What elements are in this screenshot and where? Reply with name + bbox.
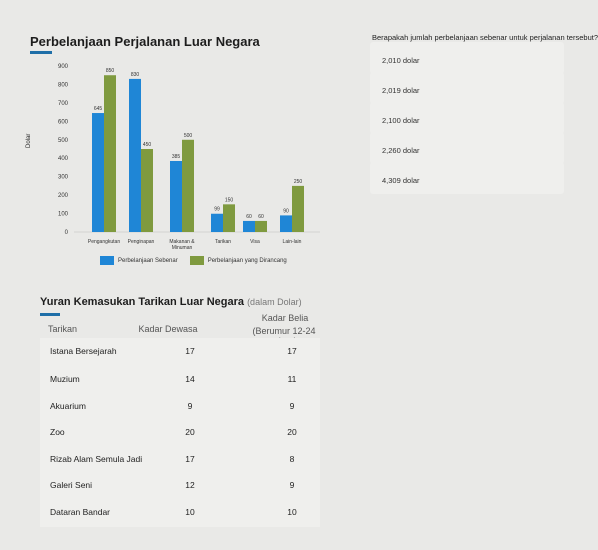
y-tick-label: 600 [58,119,69,125]
cell-attraction: Galeri Seni [50,480,93,490]
answer-option-1[interactable]: 2,010 dolar [370,42,564,74]
bar-planned [292,185,304,232]
cell-youth-rate: 10 [287,507,297,517]
cell-adult-rate: 17 [185,346,195,356]
x-tick-label: Pengangkutan [88,239,120,245]
bar-actual [129,78,141,233]
data-label: 500 [184,133,193,139]
data-label: 90 [283,208,289,214]
data-label: 250 [294,179,303,185]
table-row: Galeri Seni 12 9 [40,472,320,500]
cell-attraction: Akuarium [50,401,86,411]
legend-swatch-planned [189,256,204,265]
cell-youth-rate: 11 [287,374,297,384]
x-tick-label: Penginapan [128,239,155,245]
x-tick-label: Lain-lain [283,239,302,245]
bar-planned [223,204,235,232]
question-text: Berapakah jumlah perbelanjaan sebenar un… [372,33,598,42]
cell-youth-rate: 8 [289,454,295,464]
table-row: Istana Bersejarah 17 17 [40,338,320,366]
title-accent [30,51,52,54]
cell-youth-rate: 17 [287,346,297,356]
answer-option-3[interactable]: 2,100 dolar [370,102,564,134]
cell-adult-rate: 10 [185,507,195,517]
bar-actual [243,220,255,232]
table-title-text: Yuran Kemasukan Tarikan Luar Negara [40,296,244,308]
data-label: 830 [131,72,140,78]
answer-option-4[interactable]: 2,260 dolar [370,132,564,164]
header-youth-rate: Kadar Belia [261,313,309,323]
table-row: Muzium 14 11 [40,366,320,394]
table-row: Dataran Bandar 10 10 [40,499,320,527]
cell-attraction: Rizab Alam Semula Jadi [50,454,143,464]
bar-chart: 0 100 200 300 400 500 600 700 800 900 645 850 Pengan… [58,64,320,251]
cell-attraction: Dataran Bandar [50,507,111,517]
table-title-accent [40,313,60,316]
y-tick-label: 900 [58,64,69,70]
bar-planned [104,75,116,232]
legend-swatch-actual [100,256,114,265]
cell-youth-rate: 9 [289,401,295,411]
cell-adult-rate: 12 [185,480,195,490]
cell-youth-rate: 9 [289,480,295,490]
cell-attraction: Zoo [50,427,65,437]
x-tick-label: Minuman [172,245,193,251]
x-tick-label: Visa [250,239,260,245]
y-tick-label: 500 [58,138,69,144]
x-tick-label: Tarikan [215,239,231,245]
table-row: Rizab Alam Semula Jadi 17 8 [40,446,320,474]
table-row: Zoo 20 20 [40,419,320,447]
y-tick-label: 100 [58,212,69,218]
bar-actual [92,113,104,232]
table-title: Yuran Kemasukan Tarikan Luar Negara (dal… [40,296,302,308]
y-tick-label: 700 [58,101,69,107]
y-tick-label: 300 [58,175,69,181]
chart-title: Perbelanjaan Perjalanan Luar Negara [30,34,260,49]
legend-label-actual: Perbelanjaan Sebenar [118,257,178,264]
x-tick-label: Makanan & [169,239,195,245]
cell-adult-rate: 20 [185,427,195,437]
cell-adult-rate: 17 [185,454,195,464]
bar-planned [182,139,194,232]
header-attraction: Tarikan [48,324,78,334]
y-tick-label: 0 [65,230,69,236]
bar-planned [255,220,267,232]
chart-legend: Perbelanjaan Sebenar Perbelanjaan yang D… [100,256,287,265]
data-label: 450 [143,142,152,148]
bar-planned [141,149,153,232]
data-label: 60 [258,214,264,220]
table-row: Akuarium 9 9 [40,393,320,421]
y-tick-label: 800 [58,82,69,88]
cell-attraction: Muzium [50,374,80,384]
header-adult-rate: Kadar Dewasa [138,324,198,334]
data-label: 99 [214,207,220,213]
cell-adult-rate: 9 [187,401,193,411]
data-label: 60 [246,214,252,220]
cell-adult-rate: 14 [185,374,195,384]
answer-option-2[interactable]: 2,019 dolar [370,72,564,104]
cell-attraction: Istana Bersejarah [50,346,117,356]
bar-actual [280,215,292,232]
cell-youth-rate: 20 [287,427,297,437]
data-label: 385 [172,154,181,160]
data-label: 645 [94,106,103,112]
y-tick-label: 200 [58,193,69,199]
data-label: 850 [106,68,115,74]
y-tick-label: 400 [58,156,69,162]
answer-option-5[interactable]: 4,309 dolar [370,162,564,194]
bar-actual [211,213,223,232]
data-label: 150 [225,197,234,203]
table-subtitle: (dalam Dolar) [247,297,302,307]
legend-label-planned: Perbelanjaan yang Dirancang [207,257,287,264]
bar-actual [170,160,182,232]
